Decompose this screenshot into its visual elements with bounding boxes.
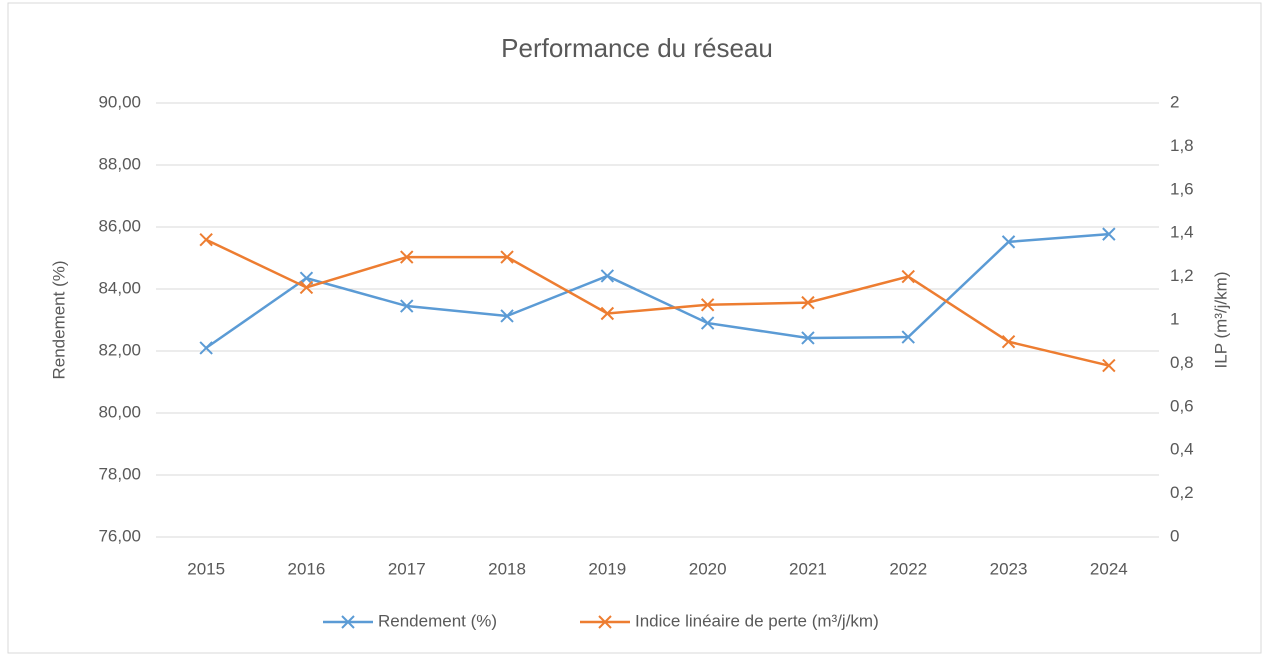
y2-axis-title: ILP (m³/j/km) bbox=[1211, 272, 1230, 369]
y-tick-label: 2 bbox=[1170, 92, 1179, 111]
x-tick-label: 2018 bbox=[488, 559, 526, 578]
point-marker bbox=[299, 280, 314, 295]
y-tick-label: 82,00 bbox=[98, 340, 141, 359]
y-tick-label: 0,6 bbox=[1170, 396, 1194, 415]
series-line bbox=[205, 232, 1109, 349]
point-marker bbox=[1102, 358, 1116, 373]
point-marker bbox=[500, 250, 514, 264]
y-tick-label: 1 bbox=[1170, 309, 1179, 328]
x-tick-label: 2021 bbox=[789, 559, 827, 578]
point-marker bbox=[1001, 334, 1016, 349]
y-tick-label: 1,4 bbox=[1170, 223, 1194, 242]
legend-marker bbox=[598, 615, 612, 629]
point-marker bbox=[1102, 227, 1116, 241]
chart-border bbox=[7, 2, 1262, 654]
x-tick-label: 2019 bbox=[588, 559, 626, 578]
x-tick-label: 2017 bbox=[388, 559, 426, 578]
point-marker bbox=[700, 298, 715, 312]
x-tick-label: 2023 bbox=[990, 559, 1028, 578]
y-tick-label: 0 bbox=[1170, 526, 1179, 545]
point-marker bbox=[1001, 235, 1016, 249]
y-tick-label: 80,00 bbox=[98, 402, 141, 421]
y-tick-label: 88,00 bbox=[98, 154, 141, 173]
x-tick-label: 2016 bbox=[288, 559, 326, 578]
point-marker bbox=[801, 331, 815, 345]
point-marker bbox=[901, 330, 915, 344]
y-tick-label: 90,00 bbox=[98, 92, 141, 111]
legend-label: Indice linéaire de perte (m³/j/km) bbox=[635, 611, 879, 630]
x-tick-label: 2022 bbox=[889, 559, 927, 578]
y-tick-label: 86,00 bbox=[98, 216, 141, 235]
y-tick-label: 78,00 bbox=[98, 464, 141, 483]
point-marker bbox=[600, 306, 615, 321]
y-axis-title: Rendement (%) bbox=[49, 260, 68, 379]
point-marker bbox=[199, 233, 213, 247]
point-marker bbox=[901, 269, 915, 284]
y-tick-label: 1,2 bbox=[1170, 266, 1194, 285]
point-marker bbox=[600, 269, 615, 283]
y-tick-label: 1,6 bbox=[1170, 179, 1194, 198]
y-tick-label: 0,4 bbox=[1170, 440, 1194, 459]
legend-label: Rendement (%) bbox=[378, 611, 497, 630]
series-line bbox=[205, 238, 1110, 367]
legend-marker bbox=[341, 615, 355, 629]
y-tick-label: 0,2 bbox=[1170, 483, 1194, 502]
point-marker bbox=[400, 299, 414, 313]
point-marker bbox=[500, 309, 514, 323]
x-tick-label: 2024 bbox=[1090, 559, 1128, 578]
chart-title: Performance du réseau bbox=[501, 33, 773, 63]
y-tick-label: 1,8 bbox=[1170, 136, 1194, 155]
x-tick-label: 2015 bbox=[187, 559, 225, 578]
x-tick-label: 2020 bbox=[689, 559, 727, 578]
y-tick-label: 84,00 bbox=[98, 278, 141, 297]
y-tick-label: 0,8 bbox=[1170, 353, 1194, 372]
point-marker bbox=[199, 341, 213, 355]
y-tick-label: 76,00 bbox=[98, 526, 141, 545]
point-marker bbox=[801, 295, 815, 310]
point-marker bbox=[700, 316, 715, 330]
point-marker bbox=[400, 250, 414, 264]
